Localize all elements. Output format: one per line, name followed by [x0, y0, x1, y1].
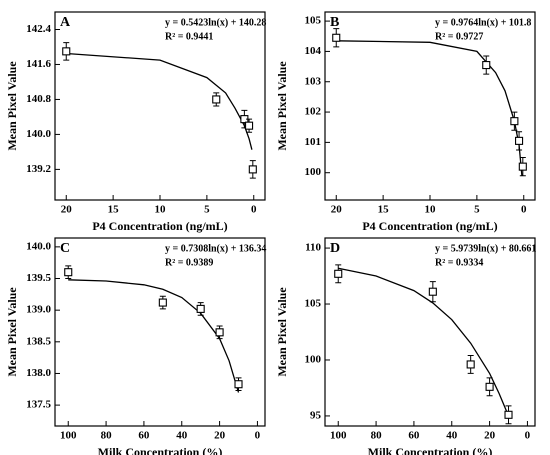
panel: 20 15 10 5 0 139.2 140.0 140.8 141.6 142.4 P4 Conc…: [5, 11, 266, 233]
data-point: [212, 95, 221, 104]
x-tick-label: 15: [108, 204, 120, 216]
y-tick-label: 95: [310, 409, 322, 421]
x-axis-label: Milk Concentration (%): [368, 445, 493, 455]
y-tick-label: 105: [305, 298, 322, 310]
x-tick-label: 10: [425, 204, 437, 216]
data-point: [196, 304, 205, 313]
plot-frame: [324, 237, 536, 427]
y-axis-label: Mean Pixel Value: [5, 287, 19, 377]
y-axis-label: Mean Pixel Value: [5, 61, 19, 151]
x-tick-label: 40: [446, 430, 458, 442]
plot-frame: [324, 11, 536, 201]
data-point: [428, 287, 437, 296]
fit-curve: [66, 52, 253, 150]
y-tick-label: 100: [305, 354, 322, 366]
x-tick-label: 0: [525, 430, 531, 442]
y-axis-label: Mean Pixel Value: [275, 61, 289, 151]
fit-annotation: y = 5.9739ln(x) + 80.661: [435, 243, 536, 254]
y-tick-label: 138.0: [26, 367, 51, 379]
x-tick-label: 20: [484, 430, 496, 442]
plot-frame: [54, 237, 266, 427]
x-tick-label: 20: [214, 430, 226, 442]
data-point: [518, 162, 527, 171]
data-point: [245, 121, 254, 130]
x-tick-label: 0: [521, 204, 527, 216]
y-tick-label: 104: [305, 45, 322, 57]
x-tick-label: 100: [330, 430, 347, 442]
x-tick-label: 15: [378, 204, 390, 216]
y-tick-label: 139.5: [26, 272, 51, 284]
panel: 100 80 60 40 20 0 95 100 105 110 Milk Concentratio…: [275, 237, 536, 455]
x-tick-label: 20: [331, 204, 343, 216]
fit-curve: [336, 40, 523, 176]
x-tick-label: 80: [371, 430, 383, 442]
x-tick-label: 40: [176, 430, 188, 442]
y-tick-label: 105: [305, 15, 322, 27]
y-tick-label: 140.0: [26, 128, 51, 140]
data-point: [334, 269, 343, 278]
y-tick-label: 101: [305, 136, 322, 148]
x-tick-label: 5: [474, 204, 480, 216]
x-tick-label: 0: [251, 204, 257, 216]
x-axis-label: Milk Concentration (%): [98, 445, 223, 455]
data-point: [215, 328, 224, 337]
data-point: [510, 117, 519, 126]
y-tick-label: 141.6: [26, 58, 51, 70]
y-tick-label: 137.5: [26, 399, 51, 411]
y-tick-label: 102: [305, 106, 322, 118]
fit-annotation: y = 0.9764ln(x) + 101.8: [435, 17, 531, 28]
data-point: [234, 380, 243, 389]
x-tick-label: 10: [155, 204, 167, 216]
x-tick-label: 20: [61, 204, 73, 216]
fit-curve: [68, 279, 240, 393]
data-point: [158, 298, 167, 307]
y-tick-label: 139.2: [26, 163, 51, 175]
y-tick-label: 140.0: [26, 240, 51, 252]
x-tick-label: 80: [101, 430, 113, 442]
fit-annotation: y = 0.5423ln(x) + 140.28: [165, 17, 266, 28]
y-axis-label: Mean Pixel Value: [275, 287, 289, 377]
data-point: [515, 136, 524, 145]
y-tick-label: 140.8: [26, 93, 51, 105]
x-axis-label: P4 Concentration (ng/mL): [92, 219, 227, 233]
x-tick-label: 60: [138, 430, 150, 442]
y-tick-label: 142.4: [26, 23, 51, 35]
fit-annotation: y = 0.7308ln(x) + 136.34: [165, 243, 266, 254]
x-tick-label: 60: [408, 430, 420, 442]
x-tick-label: 100: [60, 430, 77, 442]
fit-annotation: R² = 0.9727: [435, 31, 483, 42]
data-point: [482, 61, 491, 70]
panel-label: D: [330, 241, 340, 256]
y-tick-label: 103: [305, 75, 322, 87]
fit-annotation: R² = 0.9334: [435, 257, 483, 268]
panel-label: A: [60, 15, 71, 30]
y-tick-label: 100: [305, 166, 322, 178]
panel-label: B: [330, 15, 339, 30]
panel: 100 80 60 40 20 0 137.5 138.0 138.5 139.0 139.5 140…: [5, 237, 266, 455]
x-tick-label: 0: [255, 430, 261, 442]
panel-label: C: [60, 241, 70, 256]
y-tick-label: 139.0: [26, 304, 51, 316]
x-axis-label: P4 Concentration (ng/mL): [362, 219, 497, 233]
x-tick-label: 5: [204, 204, 210, 216]
data-point: [62, 47, 71, 56]
data-point: [485, 382, 494, 391]
data-point: [332, 33, 341, 42]
data-point: [466, 360, 475, 369]
data-point: [64, 268, 73, 277]
data-point: [504, 410, 513, 419]
fit-curve: [338, 267, 510, 417]
fit-annotation: R² = 0.9441: [165, 31, 213, 42]
y-tick-label: 110: [305, 242, 321, 254]
data-point: [248, 165, 257, 174]
fit-annotation: R² = 0.9389: [165, 257, 213, 268]
y-tick-label: 138.5: [26, 335, 51, 347]
